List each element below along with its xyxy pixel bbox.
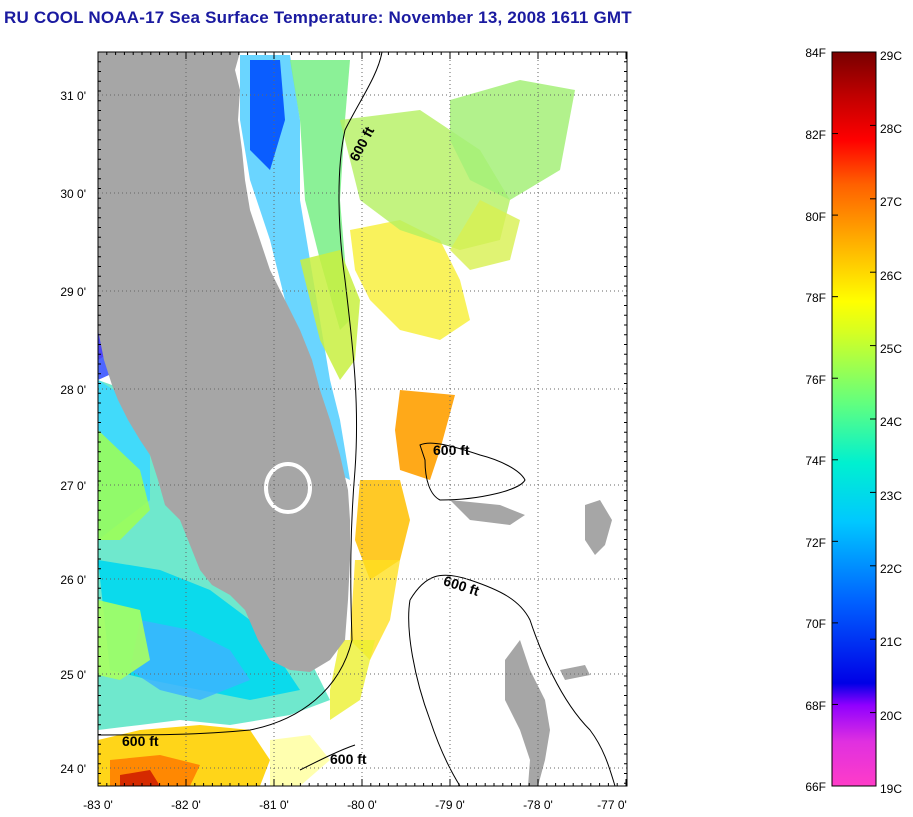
colorbar-f-label: 70F bbox=[805, 617, 826, 631]
contour-label: 600 ft bbox=[122, 733, 159, 749]
florida-land bbox=[98, 52, 350, 672]
colorbar-f-label: 82F bbox=[805, 128, 826, 142]
lat-tick-label: 29 0' bbox=[60, 285, 86, 299]
colorbar-c-label: 28C bbox=[880, 122, 902, 136]
colorbar-f-label: 72F bbox=[805, 536, 826, 550]
grid bbox=[98, 52, 627, 786]
colorbar-f-label: 76F bbox=[805, 373, 826, 387]
colorbar-c-label: 22C bbox=[880, 562, 902, 576]
lat-tick-label: 24 0' bbox=[60, 762, 86, 776]
colorbar-c-label: 21C bbox=[880, 635, 902, 649]
colorbar-f-label: 68F bbox=[805, 699, 826, 713]
contour-label: 600 ft bbox=[330, 751, 367, 767]
colorbar-c-label: 25C bbox=[880, 342, 902, 356]
colorbar-f-label: 80F bbox=[805, 210, 826, 224]
lat-tick-label: 30 0' bbox=[60, 187, 86, 201]
lon-tick-label: -81 0' bbox=[259, 798, 289, 812]
colorbar-ticks bbox=[832, 51, 876, 787]
lat-tick-label: 26 0' bbox=[60, 573, 86, 587]
colorbar-c-labels: 29C 28C 27C 26C 25C 24C 23C 22C 21C 20C … bbox=[880, 49, 902, 796]
colorbar-c-label: 27C bbox=[880, 195, 902, 209]
lon-tick-label: -80 0' bbox=[347, 798, 377, 812]
lat-tick-label: 25 0' bbox=[60, 668, 86, 682]
colorbar-f-label: 74F bbox=[805, 454, 826, 468]
colorbar-f-label: 84F bbox=[805, 46, 826, 60]
colorbar-c-label: 24C bbox=[880, 415, 902, 429]
colorbar-c-label: 26C bbox=[880, 269, 902, 283]
colorbar-f-label: 66F bbox=[805, 780, 826, 794]
lon-tick-label: -78 0' bbox=[523, 798, 553, 812]
contour-label: 600 ft bbox=[433, 442, 470, 458]
axis-ticks bbox=[97, 51, 627, 786]
lat-axis-labels: 31 0' 30 0' 29 0' 28 0' 27 0' 26 0' 25 0… bbox=[60, 89, 86, 776]
lat-tick-label: 27 0' bbox=[60, 479, 86, 493]
isobath-600ft bbox=[97, 51, 616, 787]
lon-tick-label: -83 0' bbox=[83, 798, 113, 812]
colorbar-c-label: 19C bbox=[880, 782, 902, 796]
colorbar-c-label: 23C bbox=[880, 489, 902, 503]
colorbar: 84F 82F 80F 78F 76F 74F 72F 70F 68F 66F … bbox=[805, 46, 902, 796]
colorbar-c-label: 29C bbox=[880, 49, 902, 63]
lat-tick-label: 28 0' bbox=[60, 383, 86, 397]
colorbar-f-label: 78F bbox=[805, 291, 826, 305]
lon-tick-label: -82 0' bbox=[171, 798, 201, 812]
lat-tick-label: 31 0' bbox=[60, 89, 86, 103]
lon-tick-label: -79 0' bbox=[435, 798, 465, 812]
bahamas-land bbox=[450, 500, 612, 786]
lon-axis-labels: -83 0' -82 0' -81 0' -80 0' -79 0' -78 0… bbox=[83, 798, 627, 812]
colorbar-c-label: 20C bbox=[880, 709, 902, 723]
lon-tick-label: -77 0' bbox=[597, 798, 627, 812]
map-title: RU COOL NOAA-17 Sea Surface Temperature:… bbox=[4, 8, 632, 27]
colorbar-gradient bbox=[831, 51, 877, 787]
colorbar-f-labels: 84F 82F 80F 78F 76F 74F 72F 70F 68F 66F bbox=[805, 46, 826, 794]
